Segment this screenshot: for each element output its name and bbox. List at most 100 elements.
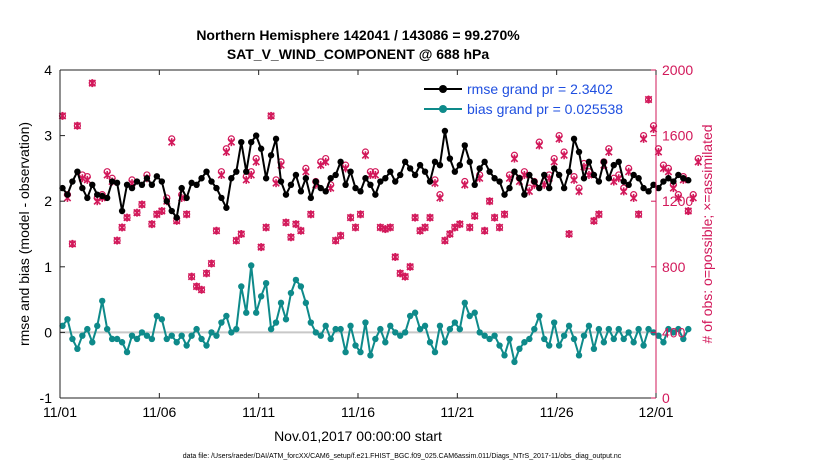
legend-bias-marker xyxy=(439,105,447,113)
obs-assimilated-point xyxy=(257,243,265,252)
bias-point xyxy=(99,297,106,305)
bias-point xyxy=(421,322,429,330)
rmse-point xyxy=(79,184,86,192)
rmse-point xyxy=(491,175,498,182)
rmse-point xyxy=(655,184,662,192)
bias-point xyxy=(123,348,131,356)
rmse-point xyxy=(541,171,548,179)
y2-tick-label: 800 xyxy=(662,259,686,275)
bias-point xyxy=(536,312,543,320)
rmse-point xyxy=(347,168,354,175)
y-tick-label: -1 xyxy=(40,390,53,406)
rmse-point xyxy=(233,168,240,175)
rmse-point xyxy=(531,178,538,185)
rmse-point xyxy=(173,214,180,221)
obs-assimilated-point xyxy=(262,223,270,232)
plot-area xyxy=(60,70,656,398)
x-tick-label: 11/21 xyxy=(440,404,474,420)
obs-assimilated-point xyxy=(495,223,504,232)
rmse-point xyxy=(312,178,319,185)
obs-assimilated-point xyxy=(356,210,365,219)
rmse-point xyxy=(317,184,324,192)
obs-assimilated-point xyxy=(232,236,241,245)
bias-point xyxy=(118,339,126,346)
rmse-point xyxy=(377,178,384,185)
y2-axis-label: # of obs: o=possible; ×=assimilated xyxy=(699,124,715,343)
rmse-point xyxy=(332,171,339,179)
rmse-point xyxy=(138,181,146,188)
bias-point xyxy=(327,335,334,343)
obs-assimilated-point xyxy=(416,226,424,235)
y2-tick-label: 1200 xyxy=(662,193,693,209)
obs-assimilated-point xyxy=(500,210,509,219)
rmse-point xyxy=(441,127,449,135)
bias-point xyxy=(347,322,354,330)
obs-assimilated-point xyxy=(535,141,544,150)
rmse-point xyxy=(223,204,230,211)
rmse-point xyxy=(69,178,76,185)
bias-point xyxy=(595,325,603,333)
bias-point xyxy=(585,322,593,330)
rmse-point xyxy=(243,168,250,175)
rmse-point xyxy=(610,161,617,169)
bias-point xyxy=(108,335,116,343)
bias-point xyxy=(550,319,558,326)
x-tick-label: 11/06 xyxy=(142,404,176,420)
obs-assimilated-point xyxy=(386,223,395,232)
bias-point xyxy=(675,325,682,333)
obs-assimilated-point xyxy=(639,134,648,143)
rmse-point xyxy=(337,158,344,166)
bias-point xyxy=(307,319,315,326)
obs-assimilated-point xyxy=(167,138,176,147)
rmse-point xyxy=(342,181,349,188)
rmse-point xyxy=(168,207,175,215)
rmse-point xyxy=(600,158,608,166)
bias-point xyxy=(168,332,175,339)
obs-assimilated-point xyxy=(669,184,678,193)
x-tick-label: 11/26 xyxy=(540,404,574,420)
bias-point xyxy=(183,342,190,349)
obs-assimilated-point xyxy=(446,230,454,238)
obs-assimilated-point xyxy=(68,239,77,248)
legend-bias-label: bias grand pr = 0.025538 xyxy=(467,101,623,117)
obs-assimilated-point xyxy=(480,226,489,235)
bias-point xyxy=(506,335,513,343)
bias-point xyxy=(580,332,588,339)
rmse-point xyxy=(670,178,677,185)
rmse-point xyxy=(481,158,488,166)
bias-point xyxy=(565,322,573,330)
bias-point xyxy=(262,280,270,287)
y2-tick-label: 0 xyxy=(662,390,670,406)
bias-point xyxy=(342,348,349,356)
obs-assimilated-point xyxy=(83,175,92,184)
obs-assimilated-point xyxy=(202,269,211,278)
obs-assimilated-point xyxy=(659,164,668,173)
obs-assimilated-point xyxy=(182,210,191,219)
rmse-point xyxy=(397,171,404,179)
obs-assimilated-point xyxy=(689,193,698,202)
rmse-point xyxy=(297,188,305,195)
bias-point xyxy=(610,335,617,343)
bias-point xyxy=(541,335,548,343)
bias-point xyxy=(272,319,280,326)
bias-point xyxy=(466,312,473,320)
obs-assimilated-point xyxy=(605,148,613,156)
obs-assimilated-point xyxy=(465,223,474,232)
bias-point xyxy=(411,309,419,316)
rmse-point xyxy=(640,184,647,192)
rmse-point xyxy=(143,175,151,182)
obs-assimilated-point xyxy=(396,269,404,278)
rmse-point xyxy=(486,168,493,175)
rmse-series xyxy=(59,127,692,221)
obs-assimilated-point xyxy=(644,95,653,104)
bias-point xyxy=(302,299,310,307)
rmse-point xyxy=(476,165,483,172)
rmse-point xyxy=(615,158,622,166)
bias-point xyxy=(352,342,359,349)
rmse-point xyxy=(213,184,220,192)
obs-assimilated-point xyxy=(123,213,131,222)
obs-assimilated-point xyxy=(441,236,449,245)
bias-point xyxy=(451,319,459,326)
y-tick-label: 1 xyxy=(44,259,52,275)
rmse-point xyxy=(84,194,91,202)
